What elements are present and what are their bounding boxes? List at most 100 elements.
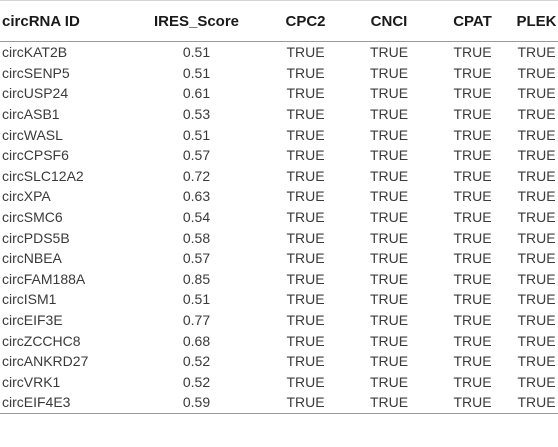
table-header: circRNA ID IRES_Score CPC2 CNCI CPAT PLE…	[0, 0, 558, 42]
cell-cpc2: TRUE	[286, 209, 325, 226]
cell-cnci: TRUE	[348, 392, 430, 414]
cell-cpat: TRUE	[453, 353, 492, 370]
table-row: circSMC6 0.54 TRUE TRUE TRUE TRUE	[0, 207, 558, 228]
cell-cpc2: TRUE	[286, 291, 325, 308]
cell-cnci: TRUE	[369, 312, 409, 329]
table-row: circCPSF6 0.57 TRUE TRUE TRUE TRUE	[0, 145, 558, 166]
cell-plek: TRUE	[517, 312, 556, 329]
cell-cnci: TRUE	[369, 270, 409, 287]
cell-ires-score: 0.52	[182, 373, 211, 390]
table-row: circSLC12A2 0.72 TRUE TRUE TRUE TRUE	[0, 166, 558, 187]
cell-ires-score: 0.77	[182, 312, 211, 329]
cell-plek: TRUE	[517, 188, 556, 205]
cell-cpc2: TRUE	[286, 353, 325, 370]
cell-cnci: TRUE	[369, 85, 409, 102]
cell-cpc2: TRUE	[286, 373, 325, 390]
cell-ires-score: 0.51	[182, 64, 211, 81]
cell-ires-score: 0.68	[182, 332, 211, 349]
cell-cpat: TRUE	[453, 312, 492, 329]
cell-cpat: TRUE	[453, 332, 492, 349]
cell-ires-score: 0.54	[182, 209, 211, 226]
table-row: circXPA 0.63 TRUE TRUE TRUE TRUE	[0, 186, 558, 207]
cell-circrna-id: circPDS5B	[2, 229, 70, 246]
cell-cnci: TRUE	[369, 229, 409, 246]
table-row: circISM1 0.51 TRUE TRUE TRUE TRUE	[0, 289, 558, 310]
cell-circrna-id: circSENP5	[2, 64, 70, 81]
cell-cnci: TRUE	[369, 106, 409, 123]
cell-circrna-id: circCPSF6	[2, 147, 69, 164]
circrna-table: circRNA ID IRES_Score CPC2 CNCI CPAT PLE…	[0, 0, 558, 414]
cell-cnci: TRUE	[369, 291, 409, 308]
cell-cpc2: TRUE	[286, 126, 325, 143]
cell-circrna-id: circSMC6	[2, 209, 63, 226]
table-row: circPDS5B 0.58 TRUE TRUE TRUE TRUE	[0, 227, 558, 248]
cell-circrna-id: circVRK1	[2, 373, 61, 390]
cell-cpc2: TRUE	[286, 188, 325, 205]
cell-plek: TRUE	[517, 167, 556, 184]
cell-cpat: TRUE	[453, 270, 492, 287]
table-row: circWASL 0.51 TRUE TRUE TRUE TRUE	[0, 124, 558, 145]
cell-plek: TRUE	[517, 353, 556, 370]
cell-ires-score: 0.57	[182, 147, 211, 164]
cell-cpc2: TRUE	[286, 147, 325, 164]
cell-cnci: TRUE	[369, 209, 409, 226]
cell-cpat: TRUE	[453, 126, 492, 143]
cell-plek: TRUE	[517, 291, 556, 308]
table-body: circKAT2B 0.51 TRUE TRUE TRUE TRUE circSENP5 0.…	[0, 42, 558, 414]
cell-plek: TRUE	[517, 373, 556, 390]
cell-cpat: TRUE	[453, 373, 492, 390]
cell-plek: TRUE	[517, 270, 556, 287]
cell-circrna-id: circUSP24	[2, 85, 69, 102]
cell-cpat: TRUE	[453, 229, 492, 246]
cell-cpc2: TRUE	[263, 392, 348, 414]
cell-cpc2: TRUE	[286, 250, 325, 267]
cell-cpc2: TRUE	[286, 106, 325, 123]
cell-cpc2: TRUE	[286, 312, 325, 329]
cell-plek: TRUE	[517, 44, 556, 61]
cell-cpat: TRUE	[430, 392, 515, 414]
cell-cpc2: TRUE	[286, 64, 325, 81]
cell-cnci: TRUE	[369, 332, 409, 349]
cell-cnci: TRUE	[369, 126, 409, 143]
table-row: circNBEA 0.57 TRUE TRUE TRUE TRUE	[0, 248, 558, 269]
table-row: circEIF4E3 0.59 TRUE TRUE TRUE TRUE	[0, 392, 558, 414]
cell-plek: TRUE	[515, 392, 558, 414]
header-ires-score: IRES_Score	[130, 0, 263, 42]
cell-circrna-id: circXPA	[2, 188, 51, 205]
cell-circrna-id: circFAM188A	[2, 270, 86, 287]
header-plek: PLEK	[515, 0, 558, 42]
cell-ires-score: 0.58	[182, 229, 211, 246]
cell-cpc2: TRUE	[286, 85, 325, 102]
cell-ires-score: 0.85	[182, 270, 211, 287]
cell-circrna-id: circEIF3E	[2, 312, 63, 329]
cell-circrna-id: circWASL	[2, 126, 63, 143]
cell-cpat: TRUE	[453, 106, 492, 123]
cell-cpat: TRUE	[453, 291, 492, 308]
cell-ires-score: 0.51	[182, 126, 211, 143]
cell-plek: TRUE	[517, 85, 556, 102]
cell-ires-score: 0.52	[182, 353, 211, 370]
header-circrna-id: circRNA ID	[0, 0, 130, 42]
cell-circrna-id: circNBEA	[2, 250, 62, 267]
table-row: circEIF3E 0.77 TRUE TRUE TRUE TRUE	[0, 310, 558, 331]
cell-plek: TRUE	[517, 209, 556, 226]
cell-cpat: TRUE	[453, 250, 492, 267]
cell-plek: TRUE	[517, 229, 556, 246]
cell-ires-score: 0.51	[182, 291, 211, 308]
cell-circrna-id: circEIF4E3	[0, 392, 130, 414]
table-row: circANKRD27 0.52 TRUE TRUE TRUE TRUE	[0, 351, 558, 372]
cell-plek: TRUE	[517, 106, 556, 123]
cell-cpat: TRUE	[453, 64, 492, 81]
cell-ires-score: 0.63	[182, 188, 211, 205]
cell-cnci: TRUE	[369, 64, 409, 81]
cell-plek: TRUE	[517, 126, 556, 143]
cell-cpat: TRUE	[453, 167, 492, 184]
cell-plek: TRUE	[517, 64, 556, 81]
cell-ires-score: 0.57	[182, 250, 211, 267]
cell-cpc2: TRUE	[286, 44, 325, 61]
table-row: circZCCHC8 0.68 TRUE TRUE TRUE TRUE	[0, 330, 558, 351]
cell-cnci: TRUE	[369, 167, 409, 184]
cell-circrna-id: circZCCHC8	[2, 332, 81, 349]
cell-cpat: TRUE	[453, 44, 492, 61]
cell-plek: TRUE	[517, 250, 556, 267]
